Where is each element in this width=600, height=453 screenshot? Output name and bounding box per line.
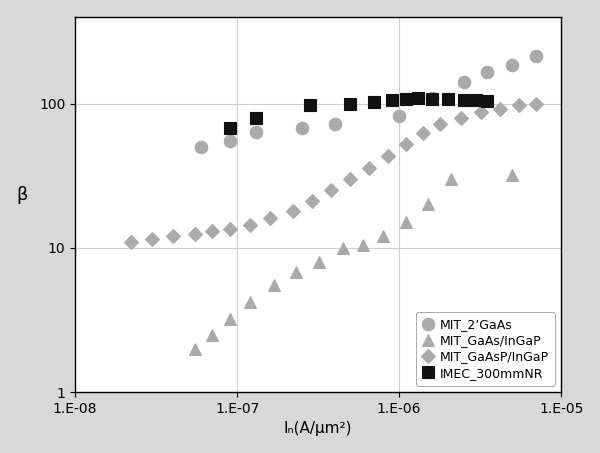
IMEC_300mmNR (484, 98, 491, 104)
MIT_2’GaAs (252, 130, 259, 135)
MIT_GaAs/InGaP (247, 299, 254, 305)
MIT_GaAsP/InGaP (347, 176, 354, 182)
IMEC_300mmNR (428, 96, 436, 101)
MIT_GaAsP/InGaP (149, 236, 156, 242)
MIT_GaAs/InGaP (380, 234, 387, 239)
X-axis label: Iₙ(A/μm²): Iₙ(A/μm²) (284, 421, 352, 436)
MIT_GaAsP/InGaP (457, 115, 464, 120)
MIT_2’GaAs (484, 69, 491, 75)
MIT_GaAsP/InGaP (384, 154, 391, 159)
IMEC_300mmNR (226, 125, 233, 130)
IMEC_300mmNR (306, 103, 313, 108)
MIT_GaAsP/InGaP (419, 131, 427, 136)
MIT_GaAs/InGaP (316, 259, 323, 265)
MIT_GaAs/InGaP (402, 220, 409, 225)
MIT_GaAs/InGaP (208, 332, 215, 337)
MIT_GaAsP/InGaP (191, 231, 199, 236)
MIT_GaAs/InGaP (424, 202, 431, 207)
Y-axis label: β: β (17, 186, 28, 204)
MIT_GaAs/InGaP (340, 245, 347, 251)
IMEC_300mmNR (388, 98, 395, 103)
Line: IMEC_300mmNR: IMEC_300mmNR (223, 92, 494, 134)
MIT_GaAsP/InGaP (289, 208, 296, 214)
MIT_GaAs/InGaP (226, 317, 233, 322)
Line: MIT_2’GaAs: MIT_2’GaAs (195, 49, 542, 153)
MIT_GaAsP/InGaP (308, 198, 316, 204)
IMEC_300mmNR (460, 97, 467, 102)
MIT_GaAsP/InGaP (127, 239, 134, 245)
Line: MIT_GaAsP/InGaP: MIT_GaAsP/InGaP (126, 99, 541, 247)
MIT_2’GaAs (460, 80, 467, 85)
MIT_GaAsP/InGaP (328, 188, 335, 193)
IMEC_300mmNR (414, 95, 421, 100)
MIT_GaAs/InGaP (509, 172, 516, 178)
MIT_GaAsP/InGaP (478, 110, 485, 115)
IMEC_300mmNR (445, 96, 452, 102)
IMEC_300mmNR (347, 101, 354, 106)
MIT_GaAsP/InGaP (266, 216, 274, 221)
MIT_2’GaAs (428, 95, 436, 100)
MIT_2’GaAs (298, 125, 305, 130)
MIT_GaAsP/InGaP (515, 103, 523, 108)
IMEC_300mmNR (473, 98, 480, 103)
MIT_GaAs/InGaP (191, 346, 199, 352)
IMEC_300mmNR (370, 99, 377, 104)
MIT_GaAs/InGaP (359, 242, 367, 247)
MIT_2’GaAs (395, 113, 403, 119)
MIT_GaAs/InGaP (448, 176, 455, 182)
MIT_GaAs/InGaP (292, 269, 299, 275)
MIT_GaAs/InGaP (271, 283, 278, 288)
MIT_GaAsP/InGaP (247, 222, 254, 227)
MIT_GaAsP/InGaP (497, 106, 504, 111)
MIT_GaAsP/InGaP (532, 101, 539, 106)
IMEC_300mmNR (252, 115, 259, 120)
MIT_GaAsP/InGaP (437, 121, 444, 127)
MIT_2’GaAs (197, 144, 205, 149)
MIT_2’GaAs (532, 53, 539, 58)
IMEC_300mmNR (402, 96, 409, 102)
Legend: MIT_2’GaAs, MIT_GaAs/InGaP, MIT_GaAsP/InGaP, IMEC_300mmNR: MIT_2’GaAs, MIT_GaAs/InGaP, MIT_GaAsP/In… (416, 312, 555, 386)
MIT_GaAsP/InGaP (402, 142, 409, 147)
MIT_GaAsP/InGaP (365, 165, 373, 170)
MIT_2’GaAs (331, 121, 338, 127)
MIT_GaAsP/InGaP (208, 229, 215, 234)
MIT_2’GaAs (509, 62, 516, 67)
MIT_GaAsP/InGaP (169, 234, 176, 239)
MIT_GaAsP/InGaP (226, 226, 233, 231)
MIT_2’GaAs (226, 138, 233, 144)
Line: MIT_GaAs/InGaP: MIT_GaAs/InGaP (190, 169, 518, 354)
